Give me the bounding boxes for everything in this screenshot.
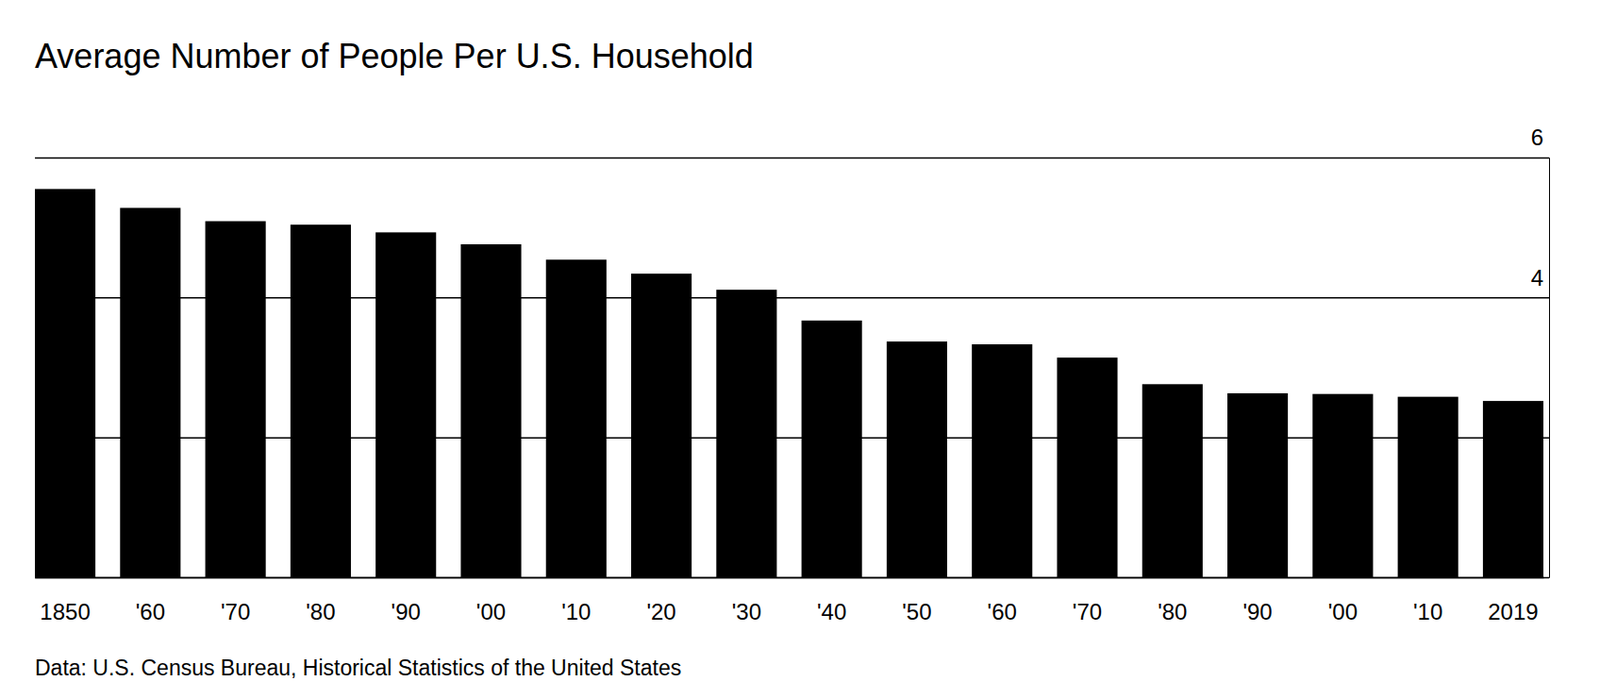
bars bbox=[34, 188, 1544, 578]
x-tick: '40 bbox=[816, 577, 847, 625]
x-tick: '70 bbox=[220, 577, 250, 625]
source: Data: U.S. Census Bureau, Historical Sta… bbox=[34, 655, 682, 681]
x-tick-label: '70 bbox=[220, 599, 250, 625]
x-tick-label: '00 bbox=[1328, 599, 1358, 625]
x-tick-label: '70 bbox=[1072, 599, 1102, 625]
x-tick-label: '20 bbox=[646, 599, 676, 625]
x-tick: '60 bbox=[987, 577, 1017, 625]
x-tick: '80 bbox=[305, 577, 335, 625]
x-tick: '90 bbox=[391, 577, 421, 625]
x-tick-label: '10 bbox=[561, 599, 591, 625]
y-tick-label: 6 bbox=[1531, 124, 1544, 150]
x-axis-line bbox=[35, 577, 1545, 580]
bar bbox=[375, 232, 436, 578]
x-tick-label: '60 bbox=[135, 599, 166, 625]
bar bbox=[716, 289, 777, 578]
x-tick-label: '60 bbox=[987, 599, 1017, 625]
x-tick: '00 bbox=[1328, 577, 1358, 625]
bar bbox=[631, 273, 692, 578]
x-tick: 1850 bbox=[39, 577, 90, 625]
x-tick: '90 bbox=[1242, 577, 1272, 625]
bar bbox=[546, 259, 607, 578]
bar bbox=[1312, 394, 1373, 578]
x-tick-label: '80 bbox=[1157, 599, 1187, 625]
x-tick-label: 2019 bbox=[1487, 599, 1538, 625]
x-tick-label: '50 bbox=[901, 599, 932, 625]
y-axis-line bbox=[34, 158, 1550, 579]
y-tick: 6 bbox=[34, 124, 1550, 158]
bar bbox=[1398, 397, 1459, 578]
bar bbox=[1483, 400, 1544, 578]
bar bbox=[886, 341, 948, 578]
x-tick-label: '00 bbox=[476, 599, 506, 625]
x-tick-label: 1850 bbox=[39, 599, 90, 625]
x-tick-label: '90 bbox=[1242, 599, 1272, 625]
x-tick-label: '80 bbox=[305, 599, 335, 625]
x-tick: '80 bbox=[1157, 577, 1187, 625]
y-tick-label: 4 bbox=[1531, 265, 1544, 291]
x-tick: '20 bbox=[646, 577, 676, 625]
chart: Average Number of People Per U.S. Househ… bbox=[0, 0, 1600, 698]
bar bbox=[290, 224, 351, 578]
bar bbox=[1227, 393, 1288, 578]
x-tick: '10 bbox=[561, 577, 591, 625]
bar bbox=[119, 207, 181, 578]
x-tick: '30 bbox=[732, 577, 762, 625]
bar bbox=[205, 220, 267, 578]
bar bbox=[1142, 383, 1203, 578]
x-tick: '70 bbox=[1072, 577, 1102, 625]
bar bbox=[971, 344, 1033, 578]
bar bbox=[460, 244, 521, 578]
grid-line bbox=[34, 577, 1550, 580]
x-tick-label: '40 bbox=[816, 599, 847, 625]
x-tick: '00 bbox=[476, 577, 506, 625]
x-tick-label: '10 bbox=[1413, 599, 1443, 625]
x-axis: 1850 '60 '70 '80 '90 '00 '10 '20 '30 '40 '50 '60 '70… bbox=[35, 577, 1545, 625]
y-axis: 0246 bbox=[34, 124, 1550, 578]
x-tick: '50 bbox=[901, 577, 932, 625]
bar bbox=[34, 188, 96, 578]
x-tick: 2019 bbox=[1487, 577, 1538, 625]
bar bbox=[801, 320, 863, 578]
x-tick-label: '30 bbox=[732, 599, 762, 625]
title: Average Number of People Per U.S. Househ… bbox=[34, 36, 754, 76]
bar bbox=[1056, 357, 1117, 578]
grid-line bbox=[34, 157, 1550, 160]
x-tick: '60 bbox=[135, 577, 166, 625]
x-tick: '10 bbox=[1413, 577, 1443, 625]
x-tick-label: '90 bbox=[391, 599, 421, 625]
